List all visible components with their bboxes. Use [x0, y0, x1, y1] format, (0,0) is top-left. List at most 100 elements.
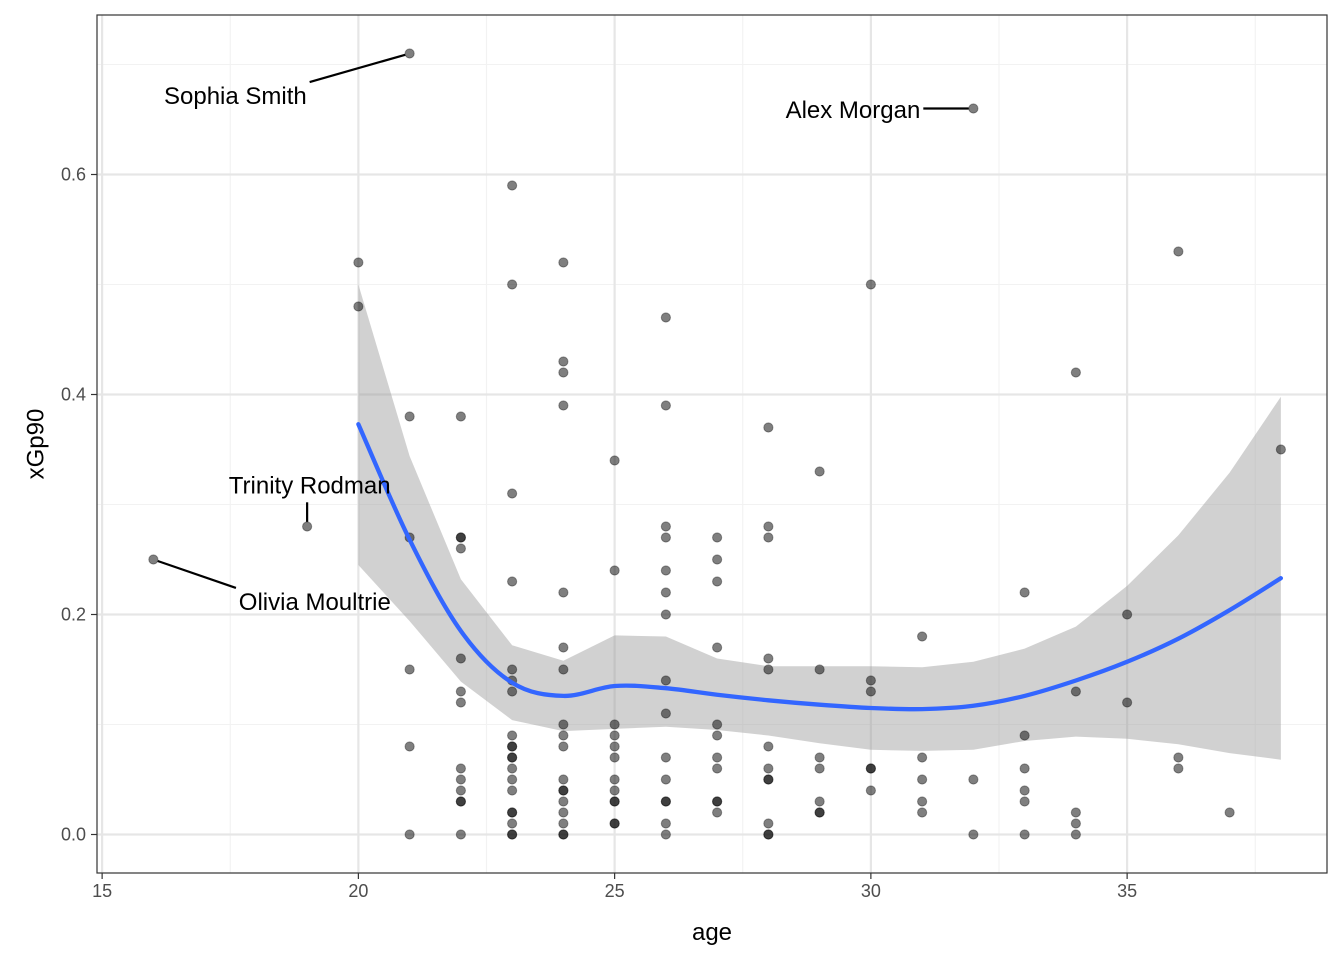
annotation-label: Sophia Smith	[164, 83, 307, 110]
data-point	[455, 785, 466, 796]
data-point	[609, 730, 620, 741]
data-point	[814, 466, 825, 477]
data-point	[660, 312, 671, 323]
data-point	[917, 631, 928, 642]
data-point	[558, 664, 569, 675]
data-point	[558, 356, 569, 367]
data-point	[455, 829, 466, 840]
data-point	[660, 675, 671, 686]
data-point	[558, 719, 569, 730]
data-point	[1173, 246, 1184, 257]
annotation-label: Trinity Rodman	[229, 472, 391, 499]
data-point	[660, 818, 671, 829]
data-point	[763, 521, 774, 532]
data-point	[507, 741, 518, 752]
data-point	[507, 730, 518, 741]
data-point	[507, 279, 518, 290]
data-point	[558, 741, 569, 752]
data-point	[1275, 444, 1286, 455]
smooth-line-group	[356, 422, 1284, 712]
y-tick-label: 0.6	[61, 165, 86, 185]
data-point	[712, 554, 723, 565]
data-point	[917, 807, 928, 818]
data-point	[558, 642, 569, 653]
data-point	[1019, 763, 1030, 774]
x-axis: 15 20 25 30 35	[92, 873, 1137, 901]
data-point	[609, 455, 620, 466]
data-point	[814, 752, 825, 763]
data-point	[712, 532, 723, 543]
data-point	[558, 785, 569, 796]
data-point	[404, 741, 415, 752]
data-point	[1173, 763, 1184, 774]
data-point	[507, 180, 518, 191]
data-point	[609, 719, 620, 730]
data-point	[558, 400, 569, 411]
data-point	[712, 730, 723, 741]
y-tick-label: 0.0	[61, 825, 86, 845]
data-point	[712, 763, 723, 774]
data-point	[353, 301, 364, 312]
data-point	[1070, 829, 1081, 840]
smooth-line	[356, 422, 1284, 712]
y-tick-label: 0.2	[61, 605, 86, 625]
data-point	[507, 829, 518, 840]
confidence-band-group	[358, 284, 1281, 760]
data-point	[660, 829, 671, 840]
data-point	[1019, 796, 1030, 807]
data-point	[660, 752, 671, 763]
data-point	[660, 521, 671, 532]
data-point	[507, 752, 518, 763]
data-point	[1019, 785, 1030, 796]
data-point	[763, 653, 774, 664]
data-point	[865, 675, 876, 686]
data-point	[1070, 367, 1081, 378]
data-point	[712, 719, 723, 730]
data-point	[404, 664, 415, 675]
data-point	[917, 796, 928, 807]
y-axis-title: xGp90	[23, 409, 50, 480]
data-point	[1173, 752, 1184, 763]
data-point	[455, 543, 466, 554]
annotation-label: Olivia Moultrie	[239, 589, 391, 616]
data-point	[609, 818, 620, 829]
x-tick-label: 30	[861, 881, 881, 901]
data-point	[404, 829, 415, 840]
x-tick-label: 20	[348, 881, 368, 901]
data-point	[712, 576, 723, 587]
data-point	[660, 400, 671, 411]
data-point	[609, 741, 620, 752]
data-point	[763, 422, 774, 433]
data-point	[1122, 697, 1133, 708]
data-points	[148, 48, 1286, 840]
data-point	[660, 609, 671, 620]
y-tick-label: 0.4	[61, 385, 86, 405]
data-point	[609, 565, 620, 576]
data-point	[609, 752, 620, 763]
data-point	[1224, 807, 1235, 818]
panel-border	[96, 14, 1328, 874]
annotation-label: Alex Morgan	[786, 97, 921, 124]
data-point	[455, 411, 466, 422]
data-point	[1122, 609, 1133, 620]
x-tick-label: 35	[1117, 881, 1137, 901]
annotation-connector	[157, 559, 237, 589]
data-point	[1019, 587, 1030, 598]
data-point	[814, 664, 825, 675]
data-point	[917, 774, 928, 785]
data-point	[1070, 807, 1081, 818]
data-point	[968, 103, 979, 114]
data-point	[865, 686, 876, 697]
data-point	[763, 774, 774, 785]
data-point	[507, 785, 518, 796]
y-axis: 0.0 0.2 0.4 0.6	[61, 165, 97, 845]
data-point	[558, 796, 569, 807]
data-point	[507, 807, 518, 818]
data-point	[558, 807, 569, 818]
data-point	[712, 752, 723, 763]
data-point	[507, 774, 518, 785]
data-point	[404, 411, 415, 422]
data-point	[660, 532, 671, 543]
